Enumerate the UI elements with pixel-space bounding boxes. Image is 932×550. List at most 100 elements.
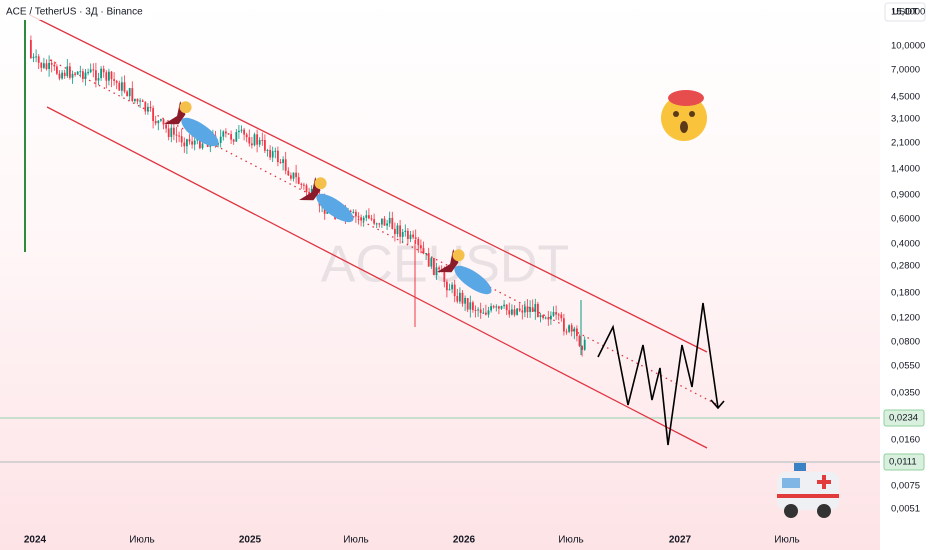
candle [188, 139, 191, 142]
candle [271, 151, 274, 158]
candle [61, 72, 63, 79]
candle [539, 315, 542, 318]
rocket [164, 101, 219, 147]
candle [58, 73, 61, 79]
candle [485, 312, 487, 315]
candle [477, 309, 479, 311]
candle [56, 66, 58, 74]
candle [160, 119, 162, 121]
candle [282, 159, 284, 163]
candle [300, 183, 303, 185]
candle [66, 66, 69, 77]
candle [508, 310, 511, 315]
time-label: Июль [774, 535, 800, 546]
price-badge-label: 0,0234 [889, 413, 918, 424]
currency-button[interactable] [884, 2, 926, 22]
candle [82, 71, 84, 79]
candle [487, 310, 490, 315]
candle [399, 225, 401, 237]
candle [258, 139, 261, 145]
price-label: 0,0800 [891, 337, 920, 348]
candle [472, 302, 474, 310]
price-label: 0,0550 [891, 361, 920, 372]
chart-title: ACE / TetherUS · 3Д · Binance [6, 7, 143, 18]
candle [349, 210, 352, 212]
price-badge [883, 453, 925, 471]
candle [128, 88, 131, 97]
candle [37, 56, 40, 63]
candle [443, 272, 446, 282]
candle [412, 234, 414, 238]
rocket [299, 177, 354, 223]
candle [513, 309, 516, 315]
candle [193, 140, 196, 145]
candle [227, 133, 230, 135]
candle [563, 318, 565, 332]
candle [576, 328, 578, 337]
candle [108, 71, 110, 81]
candle [490, 306, 492, 311]
candle [435, 267, 438, 276]
candle [71, 73, 74, 78]
candle [245, 134, 248, 138]
candle [186, 139, 188, 147]
candle [243, 129, 245, 135]
candle [79, 71, 82, 73]
candle [251, 143, 253, 146]
price-label: 0,0075 [891, 481, 920, 492]
candle [305, 185, 308, 192]
candle [53, 64, 56, 67]
candle [482, 312, 485, 314]
candle [479, 309, 482, 313]
candle [573, 328, 576, 332]
currency[interactable]: USDT [892, 7, 918, 18]
price-label: 2,1000 [891, 138, 920, 149]
candle [199, 135, 201, 149]
candle [581, 345, 583, 350]
price-label: 3,1000 [891, 114, 920, 125]
candle [274, 150, 277, 152]
candle [464, 297, 466, 304]
price-label: 0,2800 [891, 261, 920, 272]
candle [69, 66, 71, 78]
candle [50, 62, 53, 65]
candle [505, 304, 508, 311]
candle [157, 120, 160, 124]
candle [565, 331, 568, 333]
candle [433, 257, 435, 276]
candle [352, 211, 355, 213]
candle [279, 162, 282, 164]
candle [368, 215, 370, 219]
candle [144, 101, 147, 112]
candle [113, 79, 115, 81]
candle [131, 88, 134, 102]
candle [261, 139, 264, 141]
price-label: 0,9000 [891, 190, 920, 201]
candle [375, 223, 378, 225]
candle [568, 325, 570, 332]
candle [284, 159, 287, 171]
candle [149, 106, 152, 109]
candle [503, 304, 505, 307]
candle [516, 308, 518, 315]
candle [287, 170, 290, 176]
candle [453, 284, 456, 297]
candle [43, 63, 45, 68]
candle [500, 306, 503, 309]
candle [40, 62, 43, 68]
candle [253, 134, 256, 146]
candle [235, 132, 238, 142]
channel-lower [46, 106, 708, 449]
candle [557, 314, 560, 316]
candle [388, 217, 391, 224]
time-label: Июль [129, 535, 155, 546]
candle [495, 306, 498, 308]
candle [518, 308, 521, 311]
price-label: 10,0000 [891, 41, 925, 52]
candle [552, 312, 555, 316]
candle [511, 309, 513, 315]
price-label: 0,1800 [891, 288, 920, 299]
candle [295, 172, 297, 178]
candle [48, 62, 50, 70]
